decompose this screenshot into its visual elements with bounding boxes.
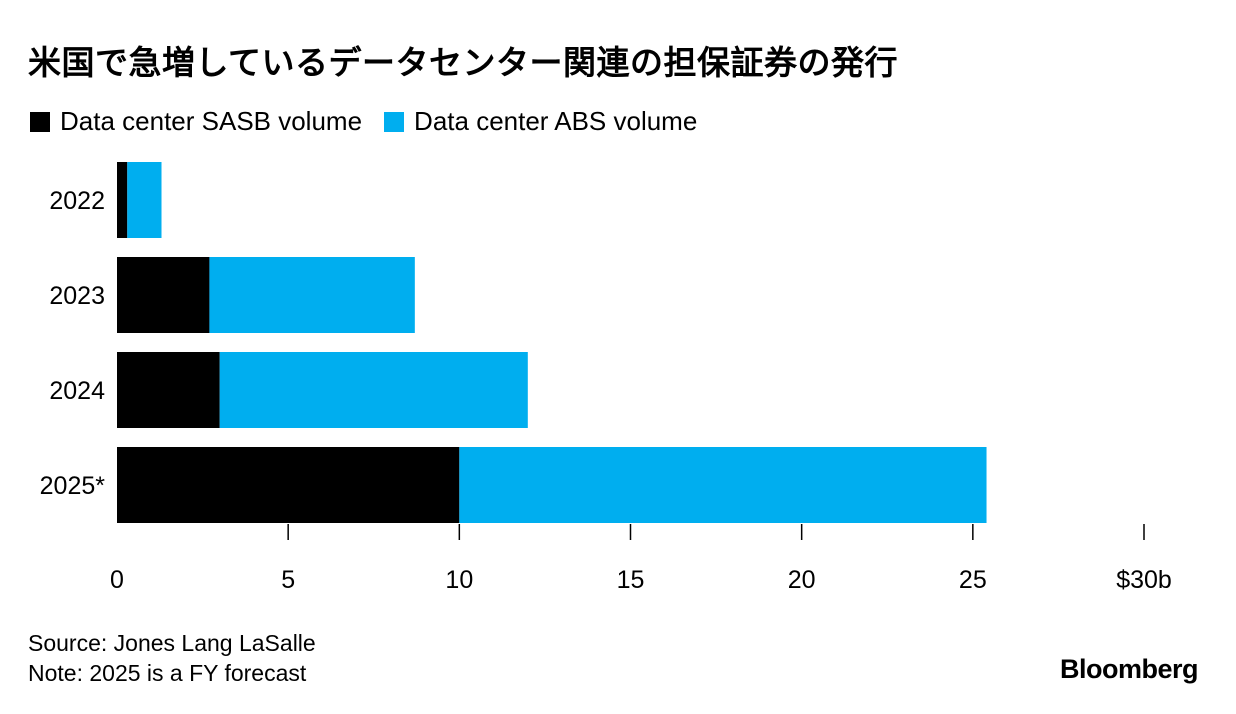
legend-swatch-sasb	[30, 111, 50, 132]
bar-abs	[459, 447, 987, 523]
legend-label-abs: Data center ABS volume	[414, 106, 698, 136]
bar-sasb	[117, 162, 128, 238]
x-tick-label: 5	[281, 566, 295, 594]
category-label: 2025*	[40, 472, 106, 500]
category-label: 2022	[49, 187, 105, 215]
x-tick-label: 10	[445, 566, 473, 594]
chart-title: 米国で急増しているデータセンター関連の担保証券の発行	[28, 43, 899, 82]
x-tick-label: 15	[617, 566, 645, 594]
legend-item-sasb: Data center SASB volume	[30, 106, 362, 137]
source-note: Source: Jones Lang LaSalle	[28, 630, 316, 656]
category-label: 2023	[49, 282, 105, 310]
bar-abs	[127, 162, 162, 238]
bar-abs	[209, 257, 415, 333]
x-tick-label: 0	[110, 566, 124, 594]
legend-label-sasb: Data center SASB volume	[60, 106, 363, 136]
legend-swatch-abs	[384, 111, 405, 132]
bloomberg-logo: Bloomberg	[1059, 654, 1199, 684]
bar-sasb	[117, 352, 220, 428]
x-tick-label: 20	[788, 566, 816, 594]
bar-abs	[219, 352, 528, 428]
legend-item-abs: Data center ABS volume	[384, 106, 697, 137]
legend: Data center SASB volume Data center ABS …	[30, 106, 719, 137]
x-tick-label: 25	[959, 566, 987, 594]
category-label: 2024	[49, 377, 105, 405]
bar-sasb	[117, 447, 460, 523]
forecast-note: Note: 2025 is a FY forecast	[28, 660, 307, 686]
footer: Source: Jones Lang LaSalle Note: 2025 is…	[28, 628, 316, 688]
bar-sasb	[117, 257, 210, 333]
x-tick-label: $30b	[1116, 566, 1172, 594]
